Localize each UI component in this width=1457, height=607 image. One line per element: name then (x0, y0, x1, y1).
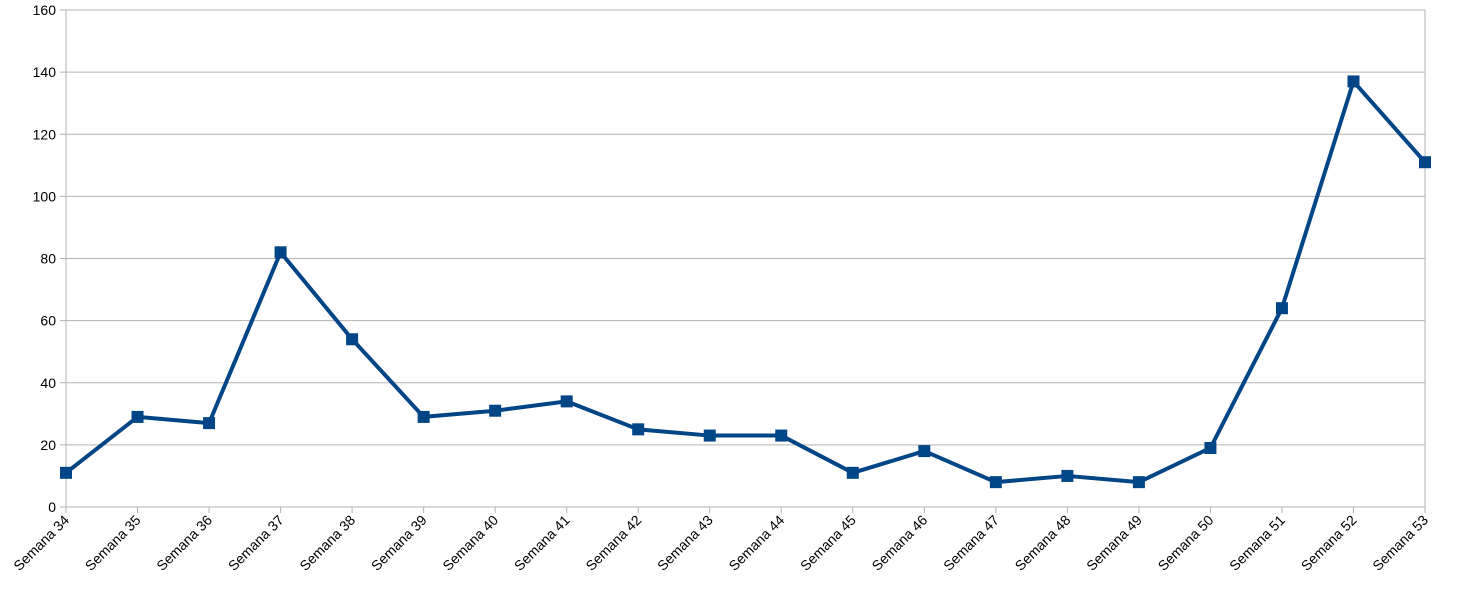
data-point-marker (632, 423, 645, 436)
x-tick-label: Semana 45 (797, 512, 859, 574)
x-tick-label: Semana 40 (439, 512, 501, 574)
axes (60, 9, 1426, 513)
x-tick-label: Semana 52 (1298, 512, 1360, 574)
data-point-marker (775, 429, 788, 442)
x-tick-label: Semana 44 (725, 512, 787, 574)
x-tick-label: Semana 38 (296, 512, 358, 574)
series-line (64, 79, 1427, 485)
data-point-marker (203, 417, 216, 430)
x-tick-label: Semana 48 (1012, 512, 1074, 574)
data-point-marker (846, 466, 859, 479)
data-point-marker (1275, 302, 1288, 315)
series (60, 75, 1431, 489)
y-tick-label: 40 (40, 375, 56, 391)
data-point-marker (417, 410, 430, 423)
y-tick-label: 160 (33, 2, 57, 18)
data-point-marker (560, 395, 573, 408)
x-tick-label: Semana 37 (225, 512, 287, 574)
x-tick-label: Semana 46 (868, 512, 930, 574)
y-tick-label: 100 (33, 188, 57, 204)
x-tick-label: Semana 35 (82, 512, 144, 574)
y-tick-label: 20 (40, 437, 56, 453)
x-tick-label: Semana 47 (940, 512, 1002, 574)
x-tick-label: Semana 49 (1083, 512, 1145, 574)
gridlines (66, 9, 1425, 446)
x-tick-label: Semana 50 (1155, 512, 1217, 574)
data-point-marker (60, 466, 72, 479)
x-tick-label: Semana 36 (153, 512, 215, 574)
data-point-marker (918, 445, 931, 458)
data-point-marker (346, 333, 359, 346)
x-tick-label: Semana 34 (10, 512, 72, 574)
y-tick-label: 80 (40, 251, 56, 267)
data-point-marker (1419, 156, 1431, 169)
y-tick-label: 60 (40, 313, 56, 329)
data-point-marker (274, 246, 287, 259)
x-tick-label: Semana 53 (1369, 512, 1431, 574)
y-tick-labels: 0 20 40 60 80 100 120 140 160 (33, 2, 57, 515)
data-point-marker (1204, 441, 1217, 454)
x-tick-label: Semana 43 (654, 512, 716, 574)
y-tick-label: 0 (48, 499, 56, 515)
data-point-marker (703, 429, 716, 442)
data-point-marker (989, 476, 1002, 489)
y-tick-label: 120 (33, 126, 57, 142)
data-point-marker (1061, 469, 1074, 482)
data-point-marker (131, 410, 144, 423)
x-tick-label: Semana 41 (511, 512, 573, 574)
data-point-marker (1347, 75, 1360, 88)
y-tick-label: 140 (33, 64, 57, 80)
data-point-marker (1132, 476, 1145, 489)
x-tick-label: Semana 39 (368, 512, 430, 574)
x-tick-label: Semana 42 (582, 512, 644, 574)
x-tick-label: Semana 51 (1226, 512, 1288, 574)
data-point-marker (489, 404, 502, 417)
x-tick-labels: Semana 34 Semana 35 Semana 36 Semana 37 Sema… (10, 512, 1431, 574)
